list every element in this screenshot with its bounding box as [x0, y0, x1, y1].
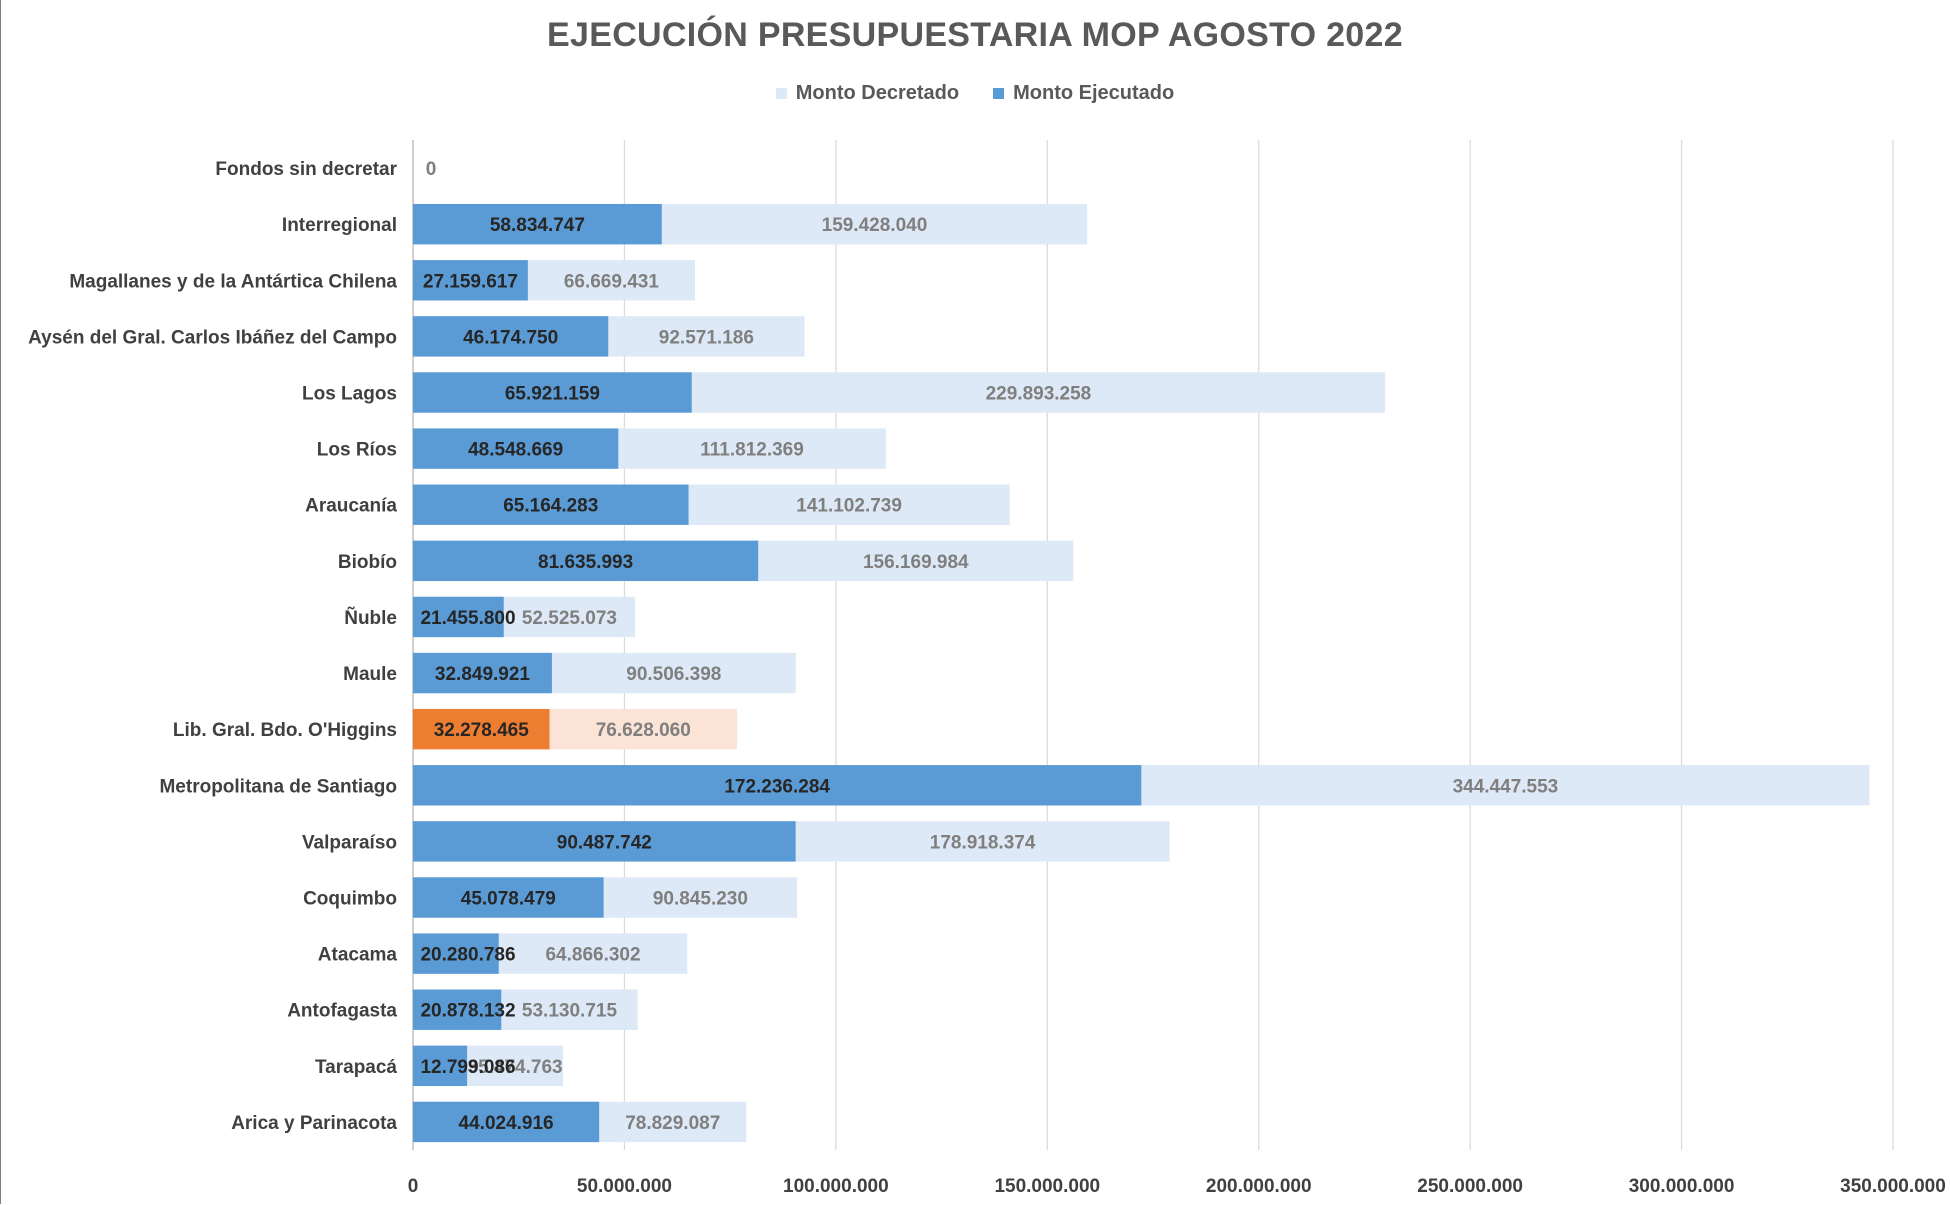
data-label-decretado: 66.669.431 — [564, 271, 660, 292]
category-label: Los Ríos — [317, 440, 397, 461]
data-label-ejecutado: 45.078.479 — [461, 889, 556, 910]
data-label-decretado: 141.102.739 — [796, 496, 902, 517]
data-label-decretado: 76.628.060 — [596, 720, 691, 741]
category-label: Maule — [343, 664, 397, 685]
data-label-ejecutado: 27.159.617 — [423, 271, 518, 292]
category-label: Coquimbo — [303, 889, 397, 910]
bar-ejecutado — [413, 203, 662, 245]
data-label-decretado: 92.571.186 — [659, 327, 754, 348]
legend-swatch-decretado — [775, 88, 787, 99]
category-label: Araucanía — [305, 496, 397, 517]
category-label: Interregional — [282, 215, 397, 236]
category-label: Fondos sin decretar — [215, 159, 397, 180]
category-label: Los Lagos — [302, 384, 397, 405]
data-label-decretado: 111.812.369 — [700, 440, 804, 461]
bar-ejecutado — [413, 484, 689, 525]
bar-ejecutado — [413, 428, 619, 469]
bar-ejecutado — [413, 708, 550, 750]
x-tick-label: 50.000.000 — [577, 1176, 672, 1197]
data-label-decretado: 90.506.398 — [626, 664, 721, 685]
legend-swatch-ejecutado — [993, 88, 1005, 99]
bar-ejecutado — [413, 877, 604, 918]
data-label-ejecutado: 65.921.159 — [505, 384, 600, 405]
bar-ejecutado — [413, 260, 528, 301]
data-label-decretado: 53.130.715 — [522, 1001, 618, 1022]
data-label-ejecutado: 20.878.132 — [420, 1001, 515, 1022]
legend-item-ejecutado: Monto Ejecutado — [993, 82, 1174, 105]
x-tick-label: 250.000.000 — [1417, 1176, 1523, 1197]
category-label: Lib. Gral. Bdo. O'Higgins — [173, 720, 397, 741]
legend-label-ejecutado: Monto Ejecutado — [1013, 82, 1175, 104]
x-tick-label: 0 — [408, 1176, 419, 1197]
data-label-decretado: 178.918.374 — [930, 832, 1036, 853]
category-label: Arica y Parinacota — [231, 1113, 397, 1134]
data-label-ejecutado: 20.280.786 — [420, 945, 515, 966]
data-label-ejecutado: 81.635.993 — [538, 552, 633, 573]
data-label-ejecutado: 32.278.465 — [434, 720, 530, 741]
bar-ejecutado — [413, 1045, 468, 1087]
category-label: Antofagasta — [287, 1001, 397, 1022]
data-label-ejecutado: 90.487.742 — [557, 832, 652, 853]
bar-ejecutado — [413, 1101, 600, 1143]
bar-ejecutado — [413, 596, 504, 638]
x-tick-label: 100.000.000 — [783, 1176, 889, 1197]
bar-ejecutado — [413, 540, 759, 582]
data-label-ejecutado: 12.799.086 — [420, 1057, 515, 1078]
data-label-decretado: 0 — [426, 159, 437, 180]
data-label-ejecutado: 58.834.747 — [490, 215, 585, 236]
data-label-ejecutado: 48.548.669 — [468, 440, 563, 461]
category-label: Aysén del Gral. Carlos Ibáñez del Campo — [28, 327, 397, 348]
bar-ejecutado — [413, 372, 692, 413]
x-tick-label: 300.000.000 — [1629, 1176, 1735, 1197]
bar-ejecutado — [413, 652, 552, 694]
data-label-decretado: 90.845.230 — [653, 889, 748, 910]
category-label: Ñuble — [344, 607, 397, 629]
bar-ejecutado — [413, 821, 796, 862]
bar-ejecutado — [413, 316, 609, 357]
data-label-decretado: 78.829.087 — [625, 1113, 720, 1134]
data-label-decretado: 344.447.553 — [1453, 776, 1559, 797]
data-label-decretado: 156.169.984 — [863, 552, 969, 573]
category-label: Magallanes y de la Antártica Chilena — [69, 271, 397, 292]
data-label-ejecutado: 21.455.800 — [420, 608, 515, 629]
x-tick-label: 350.000.000 — [1840, 1176, 1946, 1197]
category-label: Biobío — [338, 552, 397, 573]
data-label-ejecutado: 172.236.284 — [724, 776, 830, 797]
data-label-ejecutado: 32.849.921 — [435, 664, 531, 685]
category-label: Valparaíso — [302, 832, 397, 853]
data-label-ejecutado: 65.164.283 — [503, 496, 598, 517]
x-tick-label: 150.000.000 — [994, 1176, 1100, 1197]
category-label: Tarapacá — [315, 1057, 397, 1078]
chart-title: EJECUCIÓN PRESUPUESTARIA MOP AGOSTO 2022 — [547, 16, 1403, 54]
legend: Monto Decretado Monto Ejecutado — [0, 82, 1950, 105]
bar-ejecutado — [413, 989, 502, 1030]
data-label-decretado: 159.428.040 — [822, 215, 928, 236]
category-label: Metropolitana de Santiago — [159, 776, 397, 797]
data-label-decretado: 229.893.258 — [986, 384, 1092, 405]
category-label: Atacama — [318, 945, 398, 966]
x-tick-label: 200.000.000 — [1206, 1176, 1312, 1197]
bar-ejecutado — [413, 765, 1142, 806]
legend-label-decretado: Monto Decretado — [795, 82, 960, 104]
data-label-decretado: 64.866.302 — [545, 945, 640, 966]
data-label-decretado: 52.525.073 — [522, 608, 617, 629]
data-label-ejecutado: 44.024.916 — [459, 1113, 554, 1134]
legend-item-decretado: Monto Decretado — [775, 82, 960, 105]
bar-ejecutado — [413, 933, 499, 974]
data-label-ejecutado: 46.174.750 — [463, 327, 558, 348]
data-label-decretado: 35.474.763 — [468, 1057, 563, 1078]
